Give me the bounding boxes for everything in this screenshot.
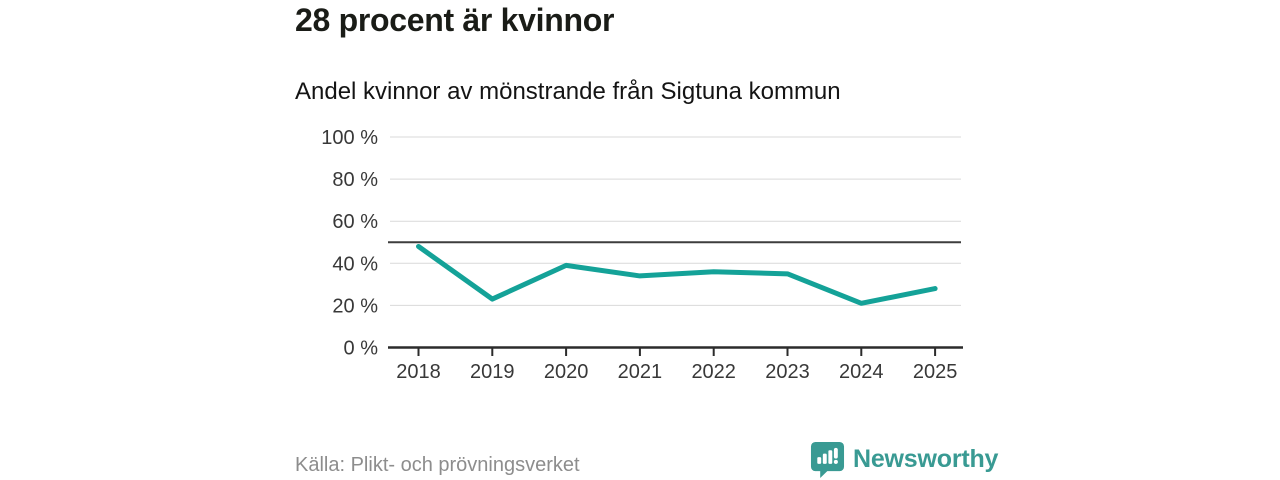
y-axis-label: 40 %: [332, 253, 378, 275]
y-axis-label: 60 %: [332, 211, 378, 233]
x-axis-label: 2021: [618, 361, 663, 383]
newsworthy-logo: Newsworthy: [810, 441, 998, 478]
data-line: [416, 243, 938, 306]
chart-subtitle: Andel kvinnor av mönstrande från Sigtuna…: [295, 78, 841, 105]
x-axis-label: 2020: [544, 361, 589, 383]
x-axis-label: 2024: [839, 361, 884, 383]
chart-title: 28 procent är kvinnor: [295, 2, 615, 38]
newsworthy-logo-text: Newsworthy: [853, 445, 999, 473]
source-note: Källa: Plikt- och prövningsverket: [295, 454, 580, 476]
y-axis-label: 100 %: [321, 127, 378, 149]
bar-chart-speech-bubble-icon: [810, 442, 845, 478]
y-axis-label: 20 %: [332, 295, 378, 317]
y-axis-label: 80 %: [332, 169, 378, 191]
y-axis-label: 0 %: [344, 338, 379, 360]
x-axis-label: 2019: [470, 361, 515, 383]
x-axis-label: 2025: [913, 361, 958, 383]
x-axis-label: 2022: [691, 361, 736, 383]
x-axis-label: 2023: [765, 361, 810, 383]
x-axis-label: 2018: [396, 361, 441, 383]
